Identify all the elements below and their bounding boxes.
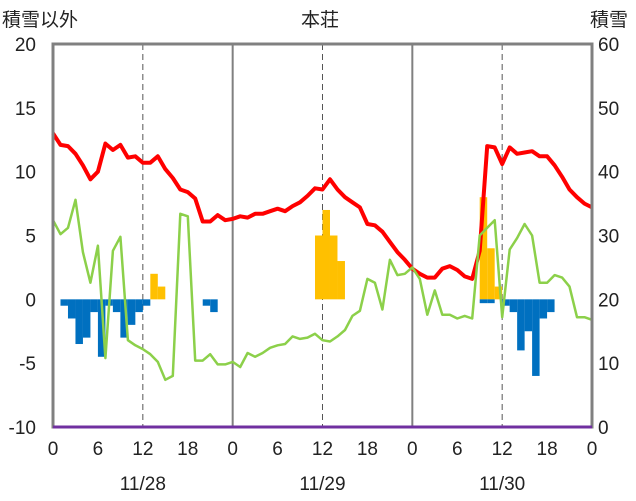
x-tick: 0 (227, 439, 238, 460)
x-tick: 0 (407, 439, 418, 460)
blue-bar (540, 299, 547, 318)
y-tick-right: 20 (598, 290, 619, 311)
y-tick-left: 5 (25, 227, 36, 248)
orange-bar (158, 287, 165, 300)
y-tick-left: 15 (15, 99, 36, 120)
y-tick-right: 0 (598, 418, 609, 439)
blue-bar (68, 299, 75, 318)
blue-bar (480, 299, 487, 303)
blue-bar (525, 299, 532, 331)
y-tick-right: 50 (598, 99, 619, 120)
x-tick: 12 (492, 439, 513, 460)
date-label: 11/30 (479, 474, 525, 495)
y-tick-right: 60 (598, 35, 619, 56)
blue-bar (510, 299, 517, 312)
blue-bar (113, 299, 120, 312)
blue-bar (517, 299, 524, 350)
blue-bar (128, 299, 135, 325)
blue-bar (75, 299, 82, 344)
x-tick: 0 (48, 439, 59, 460)
left-axis-label: 積雪以外 (2, 9, 78, 31)
x-tick: 18 (357, 439, 378, 460)
x-tick: 18 (537, 439, 558, 460)
x-tick: 6 (93, 439, 104, 460)
blue-bar (135, 299, 142, 312)
x-tick: 12 (132, 439, 153, 460)
orange-bar (337, 261, 344, 299)
x-tick: 12 (312, 439, 333, 460)
y-tick-left: 10 (15, 163, 36, 184)
date-label: 11/28 (120, 474, 166, 495)
chart-title: 本荘 (301, 9, 339, 31)
x-tick: 0 (587, 439, 598, 460)
right-axis-label: 積雪 (590, 9, 628, 31)
y-tick-left: -5 (19, 354, 36, 375)
x-tick: 6 (272, 439, 283, 460)
blue-bar (487, 299, 494, 303)
y-tick-left: -10 (9, 418, 36, 439)
y-tick-right: 10 (598, 354, 619, 375)
y-tick-right: 30 (598, 227, 619, 248)
x-tick: 6 (452, 439, 463, 460)
blue-bar (83, 299, 90, 337)
orange-bar (150, 274, 157, 300)
x-tick: 18 (177, 439, 198, 460)
y-tick-right: 40 (598, 163, 619, 184)
orange-bar (487, 248, 494, 299)
orange-bar (330, 236, 337, 300)
orange-bar (323, 210, 330, 299)
blue-bar (203, 299, 210, 305)
y-tick-left: 20 (15, 35, 36, 56)
blue-bar (90, 299, 97, 312)
blue-bar (532, 299, 539, 376)
blue-bar (60, 299, 67, 305)
blue-bar (143, 299, 150, 305)
date-label: 11/29 (299, 474, 345, 495)
blue-bar (547, 299, 554, 312)
orange-bar (315, 236, 322, 300)
blue-bar (210, 299, 217, 312)
y-tick-left: 0 (25, 290, 36, 311)
